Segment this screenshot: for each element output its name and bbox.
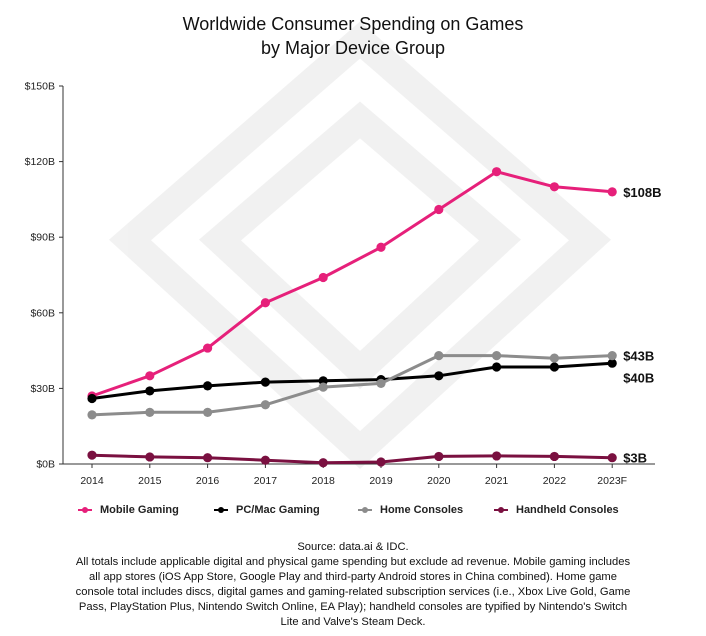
source-line: Source: data.ai & IDC. bbox=[297, 541, 409, 553]
source-description: All totals include applicable digital an… bbox=[75, 556, 631, 628]
data-point-handheld-consoles bbox=[549, 451, 560, 462]
data-point-handheld-consoles bbox=[260, 455, 270, 465]
legend: Mobile Gaming PC/Mac Gaming Home Consoles H… bbox=[0, 504, 706, 526]
data-point-home-consoles bbox=[607, 351, 617, 361]
legend-label: Home Consoles bbox=[380, 504, 464, 516]
data-point-mobile-gaming bbox=[376, 242, 386, 252]
x-tick-label: 2021 bbox=[485, 475, 509, 487]
data-point-handheld-consoles bbox=[434, 451, 444, 462]
series-group bbox=[87, 167, 617, 468]
legend-swatch bbox=[494, 507, 508, 513]
legend-item-mobile-gaming: Mobile Gaming bbox=[78, 504, 179, 516]
end-label-handheld-consoles: $3B bbox=[623, 451, 647, 466]
chart-title: Worldwide Consumer Spending on Games by … bbox=[0, 12, 706, 60]
data-point-mobile-gaming bbox=[260, 298, 270, 308]
data-point-handheld-consoles bbox=[607, 453, 617, 463]
data-point-handheld-consoles bbox=[203, 453, 213, 463]
x-tick-label: 2020 bbox=[427, 475, 451, 487]
legend-item-handheld-consoles: Handheld Consoles bbox=[494, 504, 619, 516]
watermark bbox=[108, 21, 612, 469]
x-tick-label: 2018 bbox=[312, 475, 336, 487]
legend-swatch bbox=[358, 507, 372, 513]
data-point-home-consoles bbox=[260, 400, 270, 410]
data-point-mobile-gaming bbox=[145, 371, 155, 381]
data-point-pc-mac-gaming bbox=[492, 362, 502, 372]
end-label-pc-mac-gaming: $40B bbox=[623, 371, 654, 386]
x-tick-label: 2019 bbox=[369, 475, 393, 487]
data-point-handheld-consoles bbox=[318, 458, 328, 468]
chart-title-line-2: by Major Device Group bbox=[260, 38, 446, 58]
end-label-mobile-gaming: $108B bbox=[623, 185, 661, 200]
end-labels: $108B $40B $43B $3B bbox=[623, 185, 661, 466]
data-point-handheld-consoles bbox=[87, 450, 97, 460]
series-home-consoles bbox=[87, 351, 617, 420]
legend-item-home-consoles: Home Consoles bbox=[358, 504, 463, 516]
data-point-mobile-gaming bbox=[434, 204, 444, 215]
y-tick-label: $0B bbox=[36, 459, 55, 471]
x-tick-label: 2015 bbox=[138, 475, 162, 487]
data-point-home-consoles bbox=[376, 378, 386, 388]
data-point-pc-mac-gaming bbox=[145, 386, 155, 396]
data-point-home-consoles bbox=[434, 351, 444, 361]
x-tick-label: 2017 bbox=[254, 475, 278, 487]
series-handheld-consoles bbox=[87, 450, 617, 468]
series-line-pc-mac-gaming bbox=[90, 361, 614, 400]
x-tick-label: 2023F bbox=[597, 475, 627, 487]
legend-label: PC/Mac Gaming bbox=[236, 504, 320, 516]
x-tick-label: 2022 bbox=[543, 475, 567, 487]
data-point-handheld-consoles bbox=[145, 452, 155, 462]
y-tick-label: $60B bbox=[30, 307, 55, 319]
data-point-pc-mac-gaming bbox=[549, 362, 560, 372]
legend-label: Mobile Gaming bbox=[100, 504, 179, 516]
data-point-mobile-gaming bbox=[203, 343, 213, 353]
data-point-pc-mac-gaming bbox=[87, 393, 97, 404]
data-point-pc-mac-gaming bbox=[203, 381, 213, 391]
data-point-home-consoles bbox=[492, 351, 502, 361]
legend-item-pc-mac-gaming: PC/Mac Gaming bbox=[214, 504, 320, 516]
data-point-home-consoles bbox=[318, 382, 328, 392]
data-point-home-consoles bbox=[145, 407, 155, 417]
y-tick-label: $150B bbox=[25, 81, 55, 93]
data-point-mobile-gaming bbox=[549, 182, 560, 192]
series-line-home-consoles bbox=[90, 354, 614, 417]
legend-marker bbox=[498, 507, 504, 513]
y-tick-label: $30B bbox=[30, 383, 55, 395]
legend-swatch bbox=[214, 507, 228, 513]
legend-label: Handheld Consoles bbox=[516, 504, 619, 516]
line-chart: $0B $30B $60B $90B $120B $150B 2014 2015 2016 201… bbox=[25, 21, 662, 487]
x-tick-label: 2014 bbox=[80, 475, 104, 487]
data-point-handheld-consoles bbox=[492, 451, 502, 461]
data-point-handheld-consoles bbox=[376, 457, 386, 467]
data-point-pc-mac-gaming bbox=[607, 358, 617, 368]
data-point-home-consoles bbox=[549, 353, 560, 363]
legend-marker bbox=[218, 507, 224, 513]
end-label-home-consoles: $43B bbox=[623, 349, 654, 364]
series-line-handheld-consoles bbox=[90, 453, 614, 465]
y-tick-label: $120B bbox=[25, 156, 55, 168]
y-tick-label: $90B bbox=[30, 232, 55, 244]
axes: $0B $30B $60B $90B $120B $150B 2014 2015 2016 201… bbox=[25, 81, 655, 487]
chart-title-line-1: Worldwide Consumer Spending on Games bbox=[182, 14, 524, 34]
data-point-home-consoles bbox=[87, 410, 97, 420]
data-point-mobile-gaming bbox=[492, 167, 502, 177]
data-point-pc-mac-gaming bbox=[318, 376, 328, 386]
series-line-mobile-gaming bbox=[90, 170, 614, 398]
data-point-mobile-gaming bbox=[318, 272, 328, 283]
data-point-home-consoles bbox=[203, 407, 213, 417]
x-tick-label: 2016 bbox=[196, 475, 220, 487]
legend-swatch bbox=[78, 507, 92, 513]
source-note: Source: data.ai & IDC. All totals includ… bbox=[70, 540, 636, 630]
data-point-pc-mac-gaming bbox=[434, 371, 444, 381]
data-point-mobile-gaming bbox=[607, 187, 617, 197]
legend-marker bbox=[362, 507, 368, 513]
data-point-pc-mac-gaming bbox=[260, 377, 270, 387]
series-pc-mac-gaming bbox=[87, 358, 617, 404]
legend-marker bbox=[82, 507, 88, 513]
